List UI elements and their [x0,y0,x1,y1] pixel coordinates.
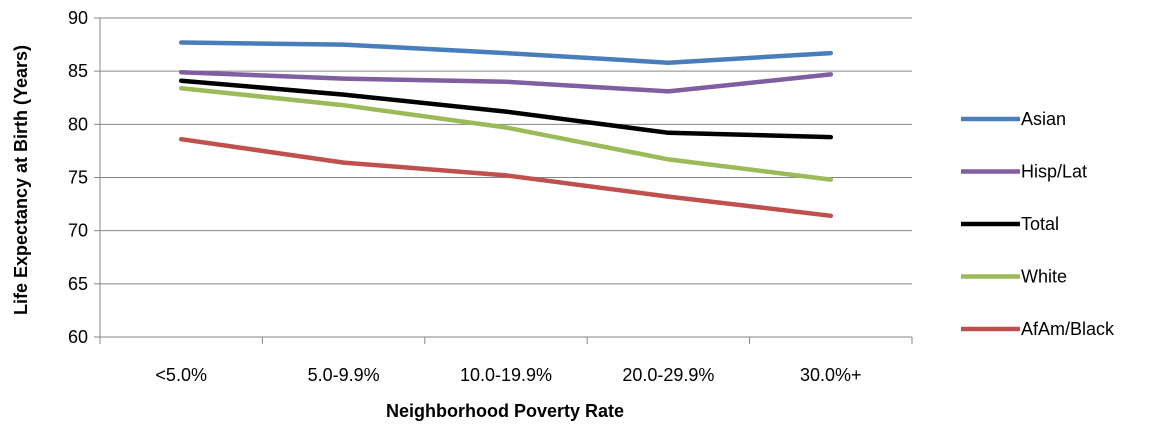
x-tick-label: 30.0%+ [800,365,862,385]
y-tick-label: 75 [68,168,88,188]
series-line-white [178,85,834,182]
y-tick-label: 80 [68,114,88,134]
y-tick-labels: 60 65 70 75 80 85 90 [68,8,88,347]
series-lines [178,40,834,219]
y-tick-label: 60 [68,327,88,347]
legend-label-afam-black: AfAm/Black [1021,319,1115,339]
x-tick-label: 5.0-9.9% [308,365,380,385]
x-axis-title: Neighborhood Poverty Rate [386,401,624,421]
y-tick-label: 65 [68,274,88,294]
legend-label-total: Total [1021,214,1059,234]
legend-label-hisp-lat: Hisp/Lat [1021,162,1087,182]
legend-label-white: White [1021,267,1067,287]
series-line-afam-black [178,136,834,219]
series-line-asian [178,40,834,65]
x-tick-labels: <5.0% 5.0-9.9% 10.0-19.9% 20.0-29.9% 30.0%+ [155,365,861,385]
y-axis-title: Life Expectancy at Birth (Years) [11,45,31,315]
series-line-total [178,78,834,140]
y-tick-label: 85 [68,61,88,81]
x-tick-label: <5.0% [155,365,207,385]
x-tick-label: 10.0-19.9% [460,365,552,385]
axes [94,17,913,344]
legend: Asian Hisp/Lat Total White AfAm/Black [961,109,1115,339]
x-tick-label: 20.0-29.9% [622,365,714,385]
y-tick-label: 90 [68,8,88,28]
gridlines [100,17,912,285]
legend-label-asian: Asian [1021,109,1066,129]
y-tick-label: 70 [68,221,88,241]
series-line-hisp-lat [178,69,834,94]
